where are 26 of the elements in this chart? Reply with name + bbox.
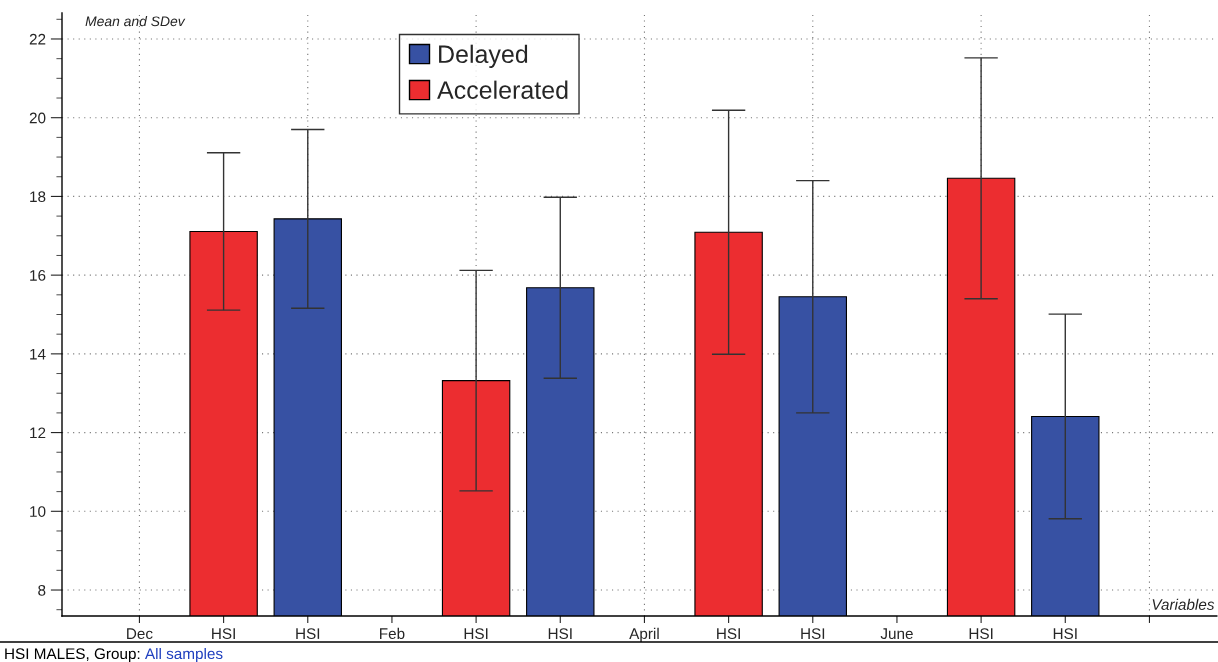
legend-label: Delayed	[439, 44, 528, 68]
text: HSI MALES, Group:	[5, 648, 140, 662]
x-tick-label: HSI	[548, 628, 572, 640]
x-tick-label: HSI	[212, 628, 235, 640]
x-tick-label: Dec	[127, 628, 153, 640]
legend-label: Accelerated	[437, 80, 568, 99]
text: All samples	[144, 647, 223, 662]
x-tick-label: HSI	[969, 628, 993, 640]
x-tick-label: June	[880, 628, 913, 640]
y-tick-label: 10	[30, 506, 46, 517]
y-tick-label: 8	[38, 584, 46, 596]
chart-title: Mean and SDev	[85, 16, 186, 27]
y-tick-label: 22	[29, 33, 46, 45]
x-tick-label: HSI	[717, 628, 740, 640]
x-tick-label: HSI	[296, 628, 320, 640]
x-tick-label: Feb	[380, 627, 405, 640]
y-tick-label: 12	[30, 427, 46, 439]
x-tick-label: April	[629, 627, 659, 643]
y-tick-label: 16	[30, 270, 46, 281]
y-tick-label: 14	[30, 348, 46, 360]
x-tick-label: HSI	[464, 628, 488, 640]
y-tick-label: 20	[29, 112, 46, 124]
y-tick-label: 18	[30, 191, 46, 203]
x-tick-label: HSI	[1053, 628, 1077, 640]
x-axis-title: Variables	[1152, 598, 1215, 610]
x-tick-label: HSI	[801, 628, 825, 640]
